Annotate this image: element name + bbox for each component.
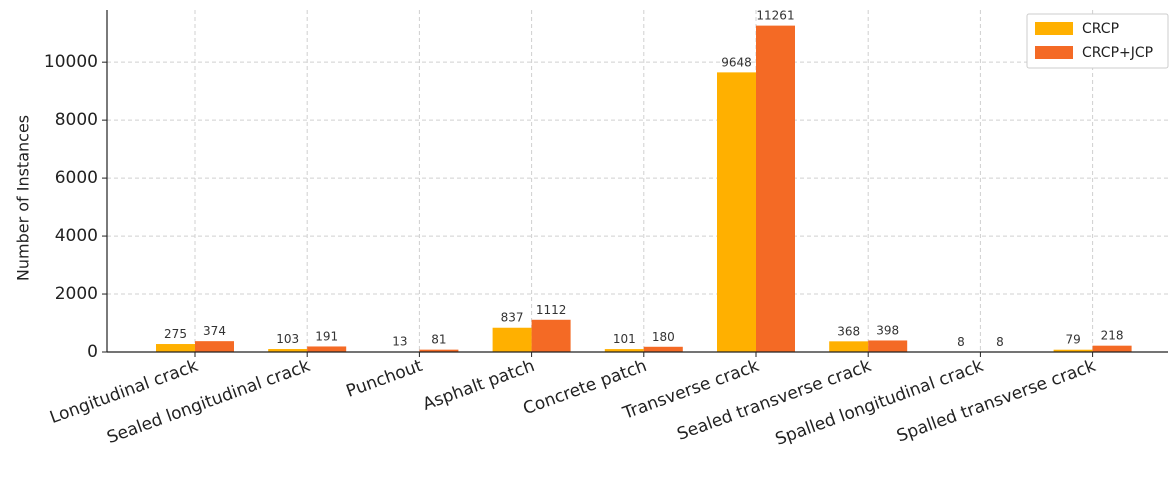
data-label: 9648 xyxy=(721,55,752,69)
x-tick-label: Spalled transverse crack xyxy=(894,356,1098,447)
bar-crcp-jcp xyxy=(1092,345,1132,352)
axes xyxy=(106,10,1168,353)
y-tick-label: 0 xyxy=(87,342,98,362)
y-tick-label: 10000 xyxy=(44,52,98,72)
bar-crcp-jcp xyxy=(756,25,795,353)
bar-crcp-jcp xyxy=(195,341,234,352)
data-label: 275 xyxy=(164,327,187,341)
data-label: 837 xyxy=(501,311,524,325)
bar-crcp xyxy=(268,349,308,352)
data-label: 374 xyxy=(203,324,226,338)
legend-label: CRCP xyxy=(1082,21,1119,37)
bar-crcp xyxy=(1053,349,1093,352)
bars xyxy=(156,25,1132,353)
legend-swatch xyxy=(1035,46,1073,59)
data-label: 8 xyxy=(957,335,965,349)
data-label: 101 xyxy=(613,332,636,346)
data-label: 13 xyxy=(392,335,407,349)
y-tick-label: 2000 xyxy=(55,284,98,304)
bar-crcp xyxy=(829,341,869,352)
legend-label: CRCP+JCP xyxy=(1082,45,1153,61)
bar-crcp-jcp xyxy=(868,340,908,352)
data-label: 103 xyxy=(276,332,299,346)
y-tick-labels: 0 2000 4000 6000 8000 10000 xyxy=(44,52,107,362)
y-axis-title: Number of Instances xyxy=(14,115,33,281)
bar-crcp-jcp xyxy=(643,346,683,352)
data-label: 218 xyxy=(1101,329,1124,343)
y-tick-label: 8000 xyxy=(55,110,98,130)
data-label: 8 xyxy=(996,335,1004,349)
grid-lines xyxy=(107,10,1168,352)
bar-crcp-jcp xyxy=(531,319,571,352)
data-label: 79 xyxy=(1065,333,1080,347)
value-labels: 275 103 13 837 101 9648 368 8 79 374 191 81 1112 180 1… xyxy=(164,9,1124,349)
bar-crcp xyxy=(492,327,532,352)
legend-swatch xyxy=(1035,22,1073,35)
x-tick-label: Asphalt patch xyxy=(420,356,537,415)
bar-crcp xyxy=(604,349,644,352)
x-tick-label: Spalled longitudinal crack xyxy=(773,356,986,450)
data-label: 81 xyxy=(431,333,446,347)
data-label: 368 xyxy=(837,324,860,338)
data-label: 398 xyxy=(876,323,899,337)
bar-crcp-jcp xyxy=(307,346,347,352)
data-label: 11261 xyxy=(756,9,794,23)
data-label: 191 xyxy=(315,329,338,343)
bar-crcp xyxy=(717,72,756,353)
bar-crcp-jcp xyxy=(419,349,459,352)
x-tick-label: Punchout xyxy=(344,356,426,402)
x-tick-label: Sealed longitudinal crack xyxy=(104,356,313,448)
data-label: 180 xyxy=(652,330,675,344)
legend: CRCP CRCP+JCP xyxy=(1026,13,1169,69)
y-tick-label: 6000 xyxy=(55,168,98,188)
data-label: 1112 xyxy=(536,303,567,317)
y-tick-label: 4000 xyxy=(55,226,98,246)
bar-crcp xyxy=(156,344,195,352)
